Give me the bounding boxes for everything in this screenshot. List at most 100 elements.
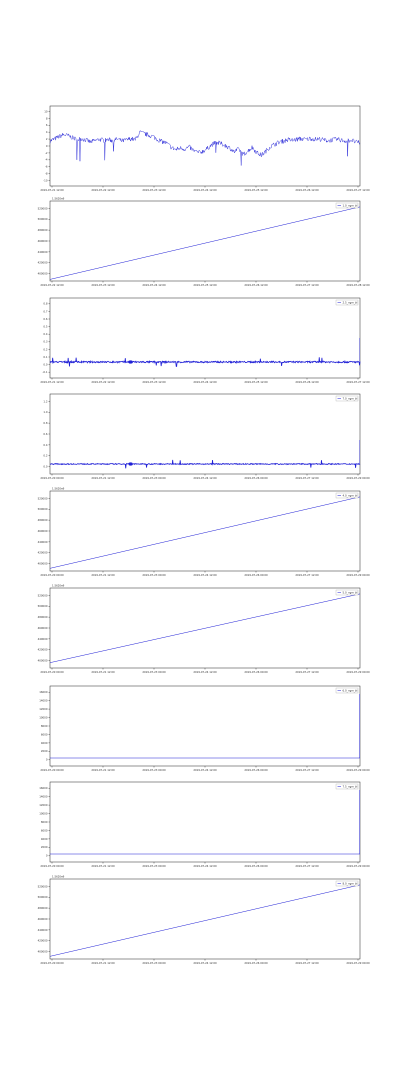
y-tick-label: 6000 [41, 828, 48, 832]
series-burst [128, 462, 133, 466]
legend-box [335, 687, 359, 694]
x-tick-label: 2019-07-26 00:00 [244, 573, 268, 577]
y-tick-label: 0.8 [43, 421, 47, 425]
y-tick-label: 0 [46, 758, 48, 762]
y-tick-label: 0 [46, 854, 48, 858]
x-tick-label: 2019-07-24 12:00 [193, 961, 217, 965]
y-tick-label: 6000 [41, 732, 48, 736]
y-tick-label: 440000 [38, 928, 48, 932]
y-tick-label: 400000 [38, 271, 48, 275]
x-tick-label: 2019-07-23 00:00 [142, 864, 166, 868]
series-line [49, 130, 361, 166]
legend-box [335, 299, 359, 306]
legend-box [335, 783, 359, 790]
y-tick-label: 2000 [41, 845, 48, 849]
y-tick-label: 460000 [38, 626, 48, 630]
chart-panel-1: 10 8 6 4 2 0 -2 -4 -6 -8 -10 2019-07-21 12:00 2019-0… [40, 105, 370, 192]
y-tick-label: 500000 [38, 895, 48, 899]
x-tick-label: 2019-07-25 12:00 [244, 380, 268, 384]
x-tick-label: 2019-07-26 00:00 [244, 864, 268, 868]
y-tick-label: 10000 [39, 811, 48, 815]
x-tick-label: 2019-07-22 12:00 [91, 188, 115, 192]
plot-frame [49, 200, 361, 282]
plot-frame [49, 685, 361, 767]
x-tick-label: 2019-07-26 00:00 [244, 476, 268, 480]
y-tick-label: 400000 [38, 949, 48, 953]
y-tick-label: 0.6 [43, 317, 47, 321]
y-tick-label: -8 [45, 172, 48, 176]
y-tick-label: 440000 [38, 250, 48, 254]
x-tick-label: 2019-07-24 12:00 [193, 573, 217, 577]
y-tick-label: 420000 [38, 551, 48, 555]
y-tick-label: 12000 [39, 803, 48, 807]
x-tick-label: 2019-07-26 12:00 [295, 188, 319, 192]
y-tick-label: 0.8 [43, 302, 47, 306]
y-tick-label: 440000 [38, 637, 48, 641]
x-tick-label: 2019-07-21 12:00 [91, 476, 115, 480]
y-tick-label: 4000 [41, 837, 48, 841]
x-tick-label: 2019-07-21 12:00 [91, 573, 115, 577]
x-tick-label: 2019-07-29 00:00 [346, 864, 370, 868]
x-tick-label: 2019-07-29 00:00 [346, 961, 370, 965]
x-tick-label: 2019-07-21 12:00 [91, 768, 115, 772]
plot-frame [49, 105, 361, 187]
x-tick-label: 2019-07-21 12:00 [91, 670, 115, 674]
axis-offset-label: 1.5620e9 [52, 875, 65, 879]
x-tick-label: 2019-07-26 12:00 [244, 283, 268, 287]
x-tick-label: 2019-07-24 12:00 [193, 768, 217, 772]
y-tick-label: 0.5 [43, 325, 47, 329]
y-tick-label: 1.2 [43, 399, 47, 403]
y-tick-label: 480000 [38, 518, 48, 522]
x-tick-label: 2019-07-20 00:00 [40, 573, 64, 577]
series-line [49, 206, 361, 280]
y-tick-label: 400000 [38, 658, 48, 662]
y-tick-label: 0.0 [43, 464, 47, 468]
y-tick-label: 4 [46, 130, 48, 134]
y-tick-label: 420000 [38, 261, 48, 265]
y-tick-label: 16000 [39, 690, 48, 694]
x-tick-label: 2019-07-28 12:00 [346, 283, 370, 287]
y-tick-label: 0.4 [43, 443, 47, 447]
x-tick-label: 2019-07-27 12:00 [295, 864, 319, 868]
x-tick-label: 2019-07-26 12:00 [295, 380, 319, 384]
x-tick-label: 2019-07-21 12:00 [91, 864, 115, 868]
series-line [49, 884, 361, 957]
y-tick-label: 520000 [38, 206, 48, 210]
legend-box [335, 589, 359, 596]
plot-frame [49, 781, 361, 863]
y-tick-label: 500000 [38, 507, 48, 511]
x-tick-label: 2019-07-29 00:00 [346, 573, 370, 577]
y-tick-label: 0.6 [43, 432, 47, 436]
legend-box [335, 395, 359, 402]
x-tick-label: 2019-07-23 00:00 [142, 768, 166, 772]
y-tick-label: 10 [44, 109, 48, 113]
y-tick-label: 8000 [41, 724, 48, 728]
x-tick-label: 2019-07-23 12:00 [91, 283, 115, 287]
x-tick-label: 2019-07-25 12:00 [244, 188, 268, 192]
x-tick-label: 2019-07-23 12:00 [142, 188, 166, 192]
legend-box [335, 880, 359, 887]
x-tick-label: 2019-07-23 00:00 [142, 961, 166, 965]
chart-panel-9: 520000 500000 480000 460000 440000 420000 4000… [38, 875, 370, 966]
y-tick-label: 520000 [38, 884, 48, 888]
x-tick-label: 2019-07-24 12:00 [142, 283, 166, 287]
y-tick-label: 14000 [39, 699, 48, 703]
x-tick-label: 2019-07-23 00:00 [142, 573, 166, 577]
y-tick-label: 460000 [38, 917, 48, 921]
x-tick-label: 2019-07-24 12:00 [193, 670, 217, 674]
y-tick-label: 500000 [38, 217, 48, 221]
y-tick-label: 460000 [38, 529, 48, 533]
y-tick-label: 4000 [41, 741, 48, 745]
y-tick-label: 0.3 [43, 340, 47, 344]
x-tick-label: 2019-07-20 00:00 [40, 670, 64, 674]
y-tick-label: -6 [45, 165, 48, 169]
x-tick-label: 2019-07-21 12:00 [40, 188, 64, 192]
legend-label: 7.5_ngm_bl [343, 784, 358, 788]
plot-frame [49, 393, 361, 475]
legend-label: 5.0_ngm_bl [343, 590, 358, 594]
y-tick-label: 0.2 [43, 347, 47, 351]
y-tick-label: 420000 [38, 939, 48, 943]
y-tick-label: 8 [46, 116, 48, 120]
x-tick-label: 2019-07-27 12:00 [346, 380, 370, 384]
legend-label: 6.0_ngm_bl [343, 688, 358, 692]
